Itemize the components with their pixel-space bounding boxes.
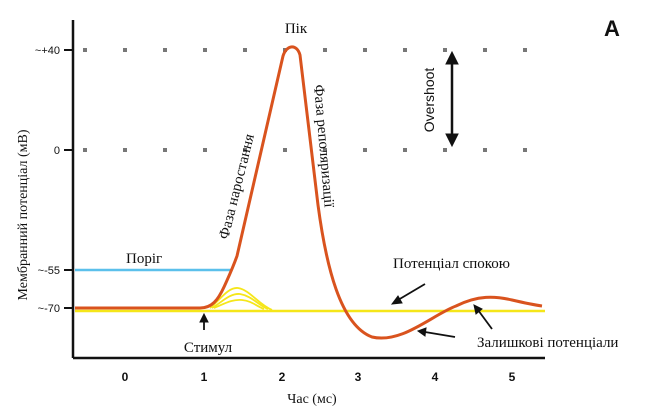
y-tick-marks [64,49,73,309]
y-tick-label: ~+40 [35,45,60,57]
peak-label: Пік [285,21,308,37]
overshoot-arrow [445,50,459,148]
stimulus-label: Стимул [184,340,233,356]
resting-potential-label: Потенціал спокою [393,256,510,272]
y-tick-label: 0 [54,145,60,157]
overshoot-label: Overshoot [421,68,437,133]
x-tick-label: 3 [355,370,362,384]
panel-label: A [604,16,620,41]
annotation-arrows [199,283,493,338]
x-tick-label: 1 [201,370,208,384]
y-axis-title: Мембранний потенціал (мВ) [16,129,31,300]
y-tick-label: ~-70 [38,303,60,315]
y-tick-label: ~-55 [38,265,60,277]
action-potential-curve [75,45,543,340]
x-tick-label: 0 [122,370,129,384]
x-tick-label: 4 [432,370,439,384]
threshold-label: Поріг [126,251,162,267]
repolarization-phase-label: Фаза реполяризації [310,84,337,209]
afterpotentials-label: Залишкові потенціали [477,335,618,351]
x-tick-label: 2 [279,370,286,384]
x-axis-title: Час (мс) [287,392,337,407]
x-tick-label: 5 [509,370,516,384]
subthreshold-responses [209,287,273,311]
